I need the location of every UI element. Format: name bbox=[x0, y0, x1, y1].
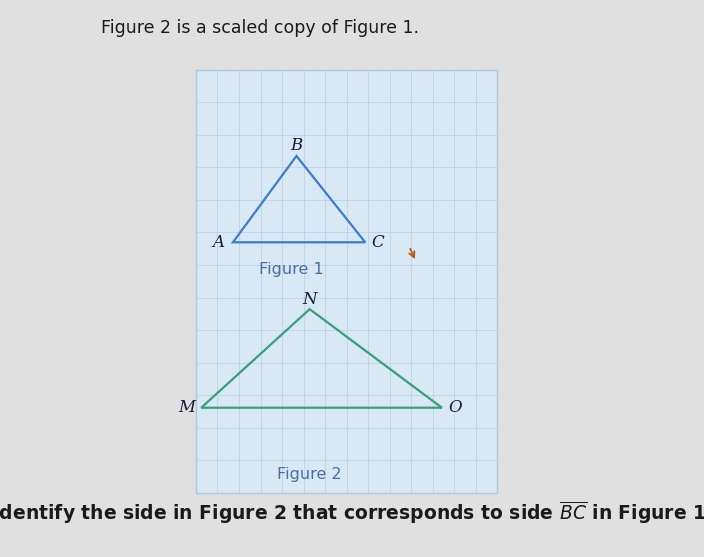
Text: Figure 2 is a scaled copy of Figure 1.: Figure 2 is a scaled copy of Figure 1. bbox=[101, 19, 419, 37]
Text: C: C bbox=[371, 234, 384, 251]
Text: N: N bbox=[303, 291, 317, 307]
Text: M: M bbox=[178, 399, 196, 416]
Text: Identify the side in Figure 2 that corresponds to side $\overline{BC}$ in Figure: Identify the side in Figure 2 that corre… bbox=[0, 500, 704, 526]
Text: B: B bbox=[290, 138, 303, 154]
Bar bbox=[196, 70, 498, 493]
Text: O: O bbox=[448, 399, 462, 416]
Text: Figure 1: Figure 1 bbox=[260, 262, 324, 277]
Text: A: A bbox=[213, 234, 225, 251]
Text: Figure 2: Figure 2 bbox=[277, 467, 342, 482]
